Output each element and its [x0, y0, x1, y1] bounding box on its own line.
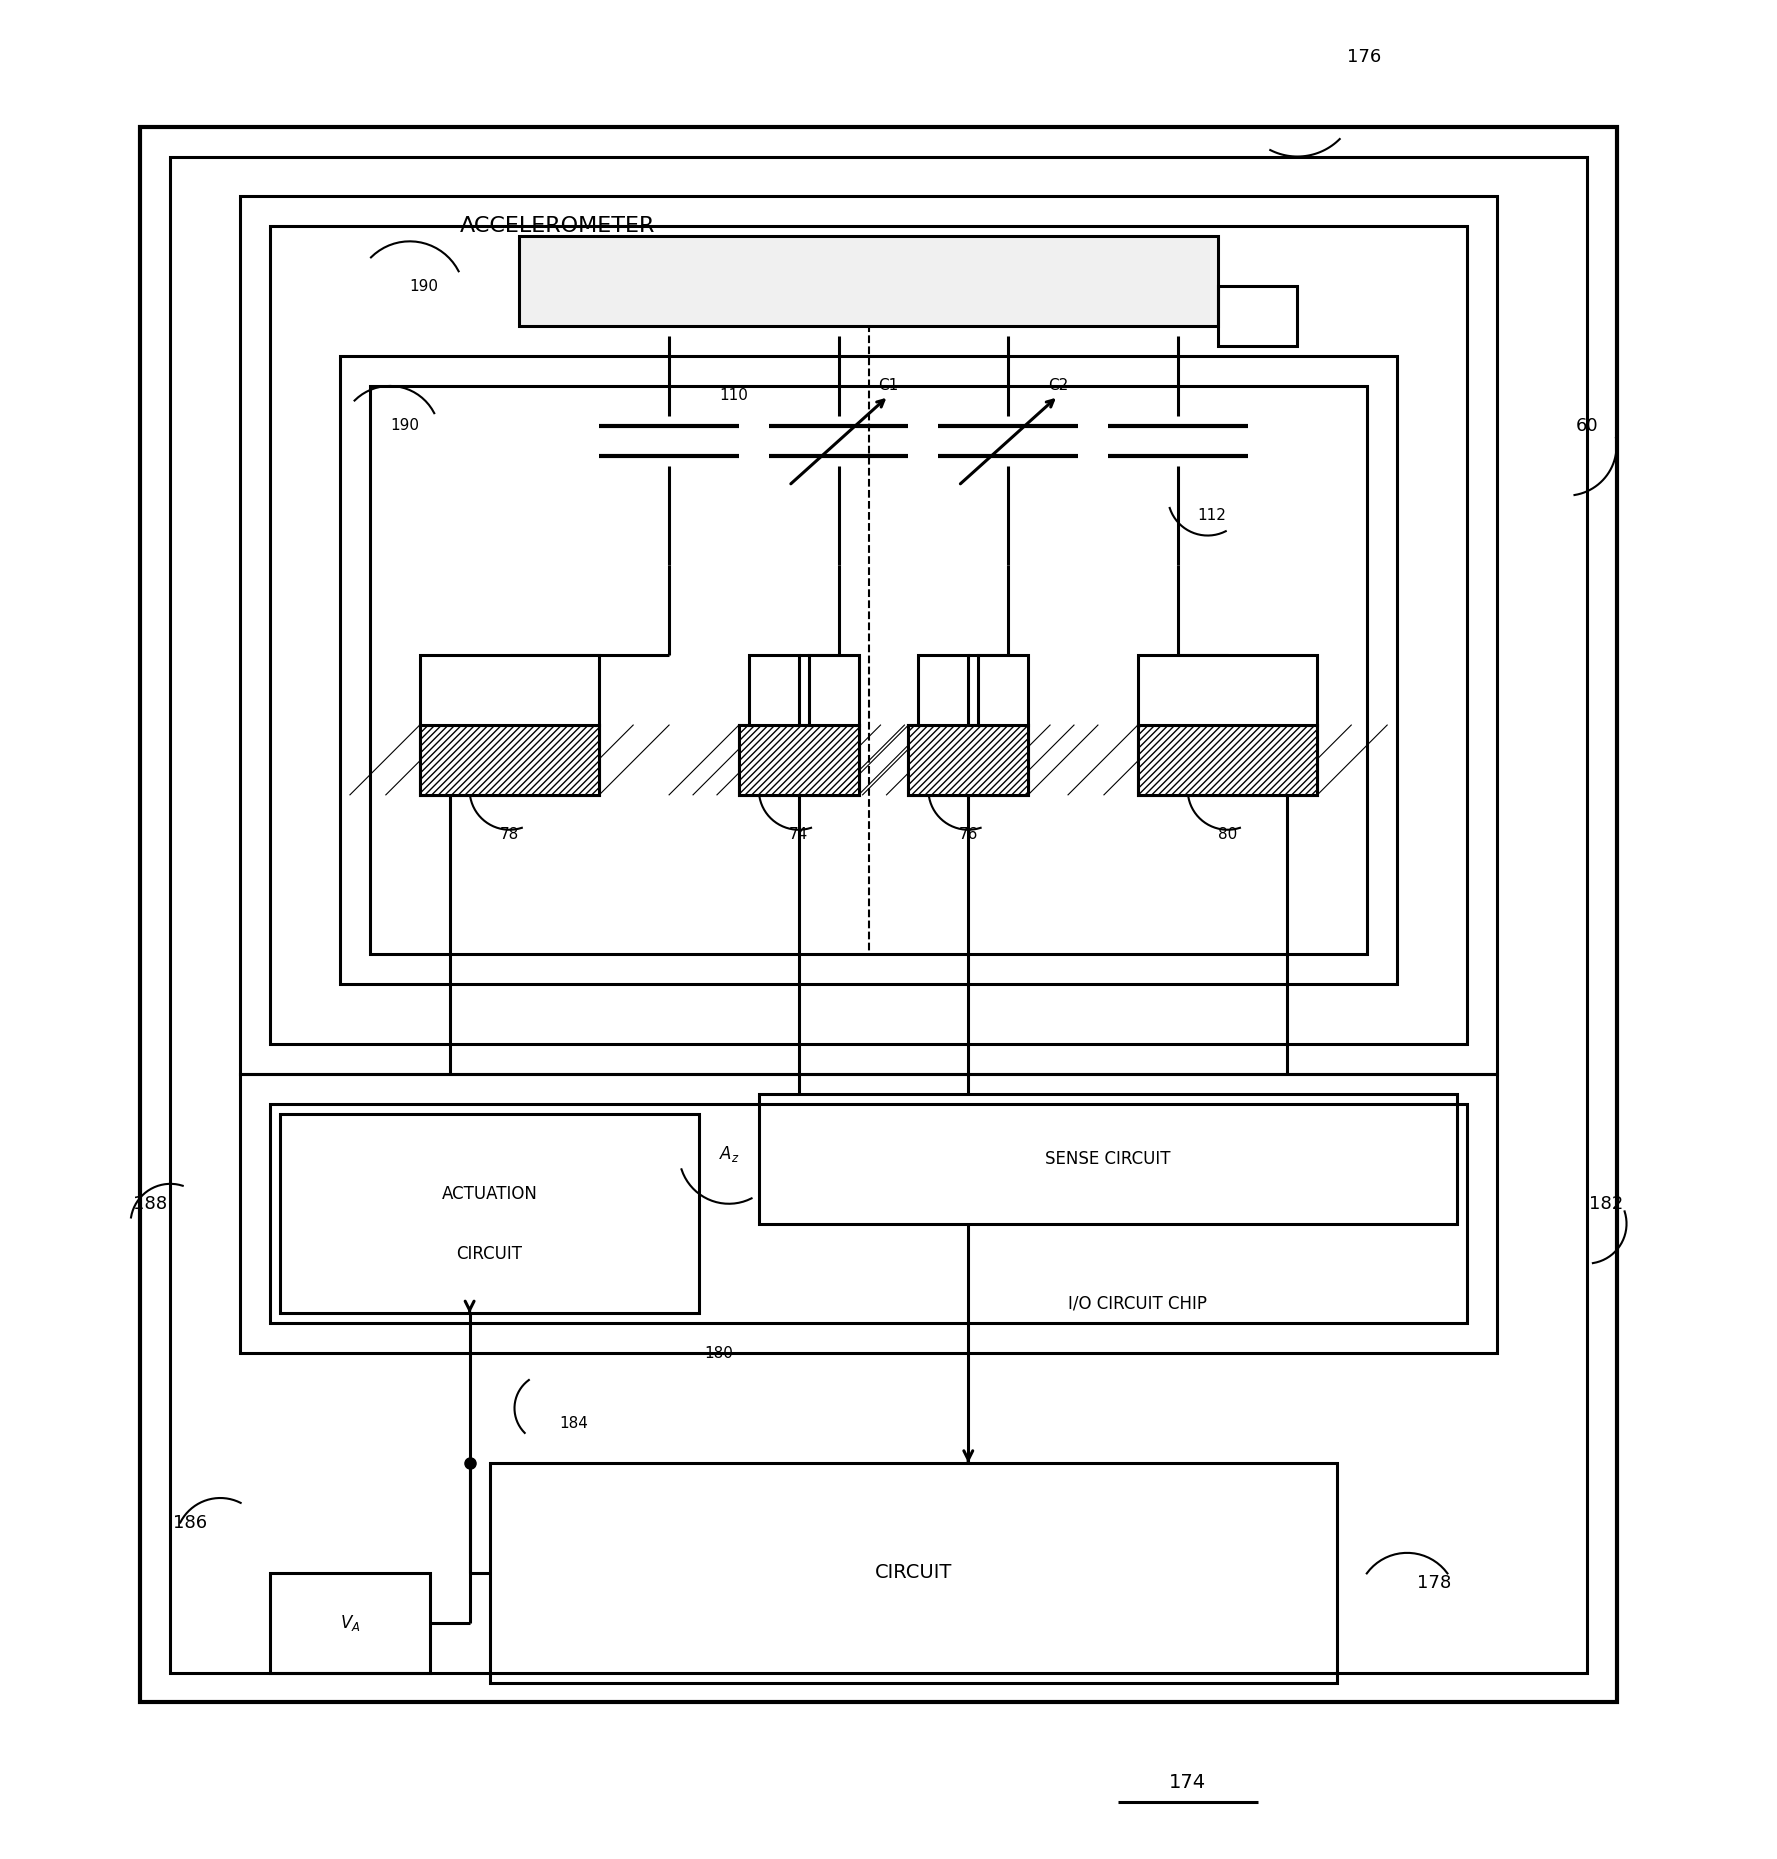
Bar: [240, 197, 1496, 1075]
Bar: [240, 1075, 1496, 1353]
Bar: [281, 1114, 698, 1314]
Bar: [1137, 654, 1317, 725]
Text: 112: 112: [1198, 508, 1226, 522]
Text: 74: 74: [789, 827, 809, 842]
Text: 60: 60: [1576, 416, 1598, 435]
Text: $A_z$: $A_z$: [718, 1143, 739, 1164]
Text: CIRCUIT: CIRCUIT: [457, 1246, 522, 1262]
Text: 76: 76: [958, 827, 977, 842]
Text: CIRCUIT: CIRCUIT: [874, 1563, 952, 1582]
Text: 80: 80: [1217, 827, 1237, 842]
Text: 180: 180: [704, 1346, 734, 1361]
Text: 176: 176: [1347, 48, 1381, 65]
Bar: [489, 1463, 1338, 1682]
Bar: [809, 654, 858, 725]
Text: ACCELEROMETER: ACCELEROMETER: [460, 216, 656, 236]
Bar: [270, 227, 1468, 1045]
Text: 184: 184: [560, 1417, 588, 1431]
Text: C2: C2: [1048, 379, 1068, 394]
Bar: [1137, 725, 1317, 796]
Bar: [1217, 286, 1297, 346]
Bar: [419, 725, 599, 796]
Text: 110: 110: [720, 389, 748, 403]
Bar: [908, 725, 1029, 796]
Text: ACTUATION: ACTUATION: [442, 1184, 537, 1203]
Bar: [739, 725, 858, 796]
Text: SENSE CIRCUIT: SENSE CIRCUIT: [1045, 1151, 1171, 1167]
Bar: [979, 654, 1029, 725]
Text: 78: 78: [499, 827, 519, 842]
Text: 190: 190: [389, 418, 419, 433]
Text: 178: 178: [1416, 1575, 1452, 1591]
Bar: [739, 725, 858, 796]
Bar: [1137, 725, 1317, 796]
Bar: [270, 1104, 1468, 1324]
Bar: [339, 357, 1397, 985]
Text: $V_A$: $V_A$: [339, 1612, 361, 1632]
Bar: [171, 156, 1587, 1673]
Bar: [270, 1573, 430, 1673]
Text: 186: 186: [174, 1513, 208, 1532]
Text: 174: 174: [1169, 1773, 1207, 1792]
Text: 190: 190: [410, 279, 439, 294]
Bar: [759, 1095, 1457, 1223]
Bar: [419, 654, 599, 725]
Bar: [419, 725, 599, 796]
Text: I/O CIRCUIT CHIP: I/O CIRCUIT CHIP: [1068, 1294, 1207, 1312]
Text: C1: C1: [878, 379, 899, 394]
Text: 188: 188: [133, 1195, 167, 1212]
Bar: [519, 236, 1217, 325]
Bar: [140, 126, 1617, 1703]
Text: 182: 182: [1589, 1195, 1624, 1212]
Bar: [908, 725, 1029, 796]
Bar: [370, 387, 1367, 954]
Bar: [748, 654, 798, 725]
Bar: [919, 654, 968, 725]
